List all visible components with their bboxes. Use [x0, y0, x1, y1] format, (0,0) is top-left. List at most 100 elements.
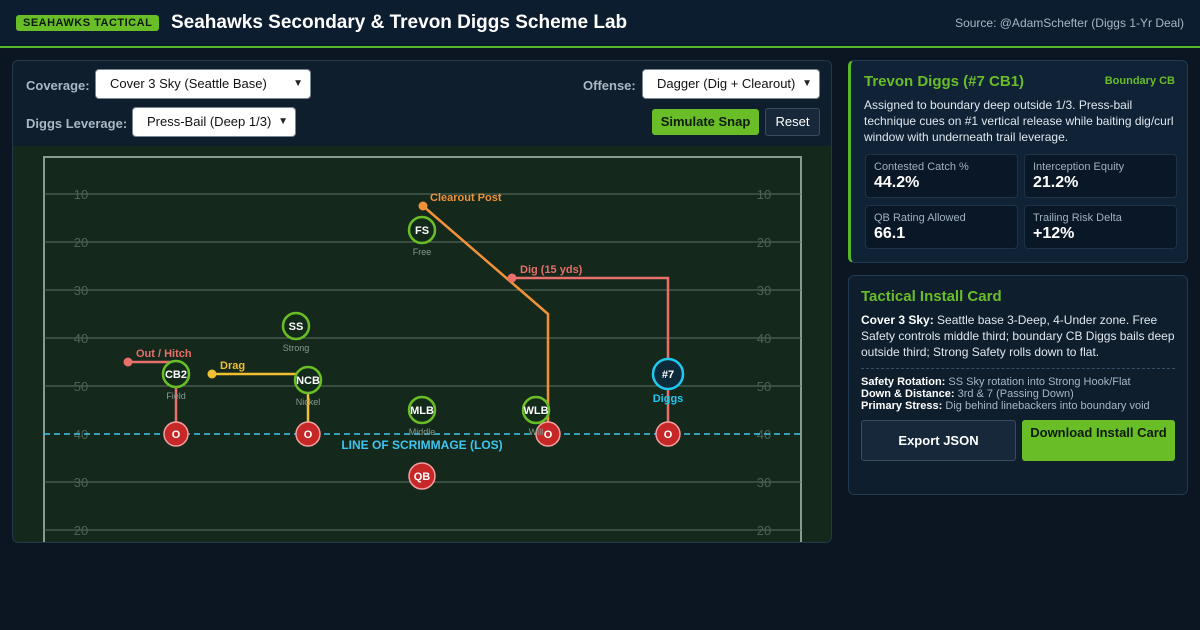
app-header: SEAHAWKS TACTICAL Seahawks Secondary & T…: [0, 0, 1200, 48]
los-label: LINE OF SCRIMMAGE (LOS): [341, 438, 502, 452]
stat-label: QB Rating Allowed: [874, 212, 966, 224]
coverage-select[interactable]: Cover 3 Sky (Seattle Base) ▼: [95, 69, 311, 99]
offense-label: Offense:: [583, 78, 636, 93]
svg-text:Will: Will: [529, 427, 544, 437]
defender-diggs[interactable]: #7 Diggs: [651, 357, 685, 405]
svg-text:O: O: [172, 429, 181, 441]
defender-wlb[interactable]: WLB Will: [521, 395, 551, 437]
stat-qb-rating: QB Rating Allowed 66.1: [865, 205, 1018, 249]
svg-text:SS: SS: [289, 321, 304, 333]
install-card-title: Tactical Install Card: [861, 288, 1002, 305]
yard-label-right: 10: [757, 187, 771, 202]
defender-mlb[interactable]: MLB Middle: [407, 395, 437, 437]
field-boundary: [43, 156, 802, 542]
divider: [861, 368, 1175, 369]
stat-label: Trailing Risk Delta: [1033, 212, 1122, 224]
stat-value: +12%: [1033, 225, 1075, 242]
kv-label: Safety Rotation:: [861, 376, 946, 388]
route-clearout-post: [422, 205, 550, 434]
defender-fs[interactable]: FS Free: [407, 215, 437, 257]
svg-text:Nickel: Nickel: [296, 397, 321, 407]
reset-button[interactable]: Reset: [765, 108, 820, 136]
chevron-down-icon: ▼: [802, 78, 812, 89]
route-endpoint: [207, 369, 217, 379]
yard-label-right: 20: [757, 523, 771, 538]
route-label-drag: Drag: [220, 360, 245, 372]
chevron-down-icon: ▼: [293, 78, 303, 89]
coverage-detail: Seattle base 3-Deep, 4-Under zone. Free …: [861, 313, 1175, 359]
stat-interception-equity: Interception Equity 21.2%: [1024, 154, 1177, 198]
offense-player[interactable]: O: [535, 421, 561, 447]
download-install-card-button[interactable]: Download Install Card: [1022, 420, 1175, 461]
svg-text:Free: Free: [413, 247, 432, 257]
svg-text:CB2: CB2: [165, 369, 187, 381]
svg-text:WLB: WLB: [523, 405, 548, 417]
svg-text:QB: QB: [414, 471, 431, 483]
offense-player[interactable]: O: [163, 421, 189, 447]
defender-ncb[interactable]: NCB Nickel: [293, 365, 323, 407]
offense-player[interactable]: O: [295, 421, 321, 447]
svg-text:O: O: [304, 429, 313, 441]
football-field: 10 20 30 40 50 40 30 20 10 20 30 40 50 4…: [13, 146, 831, 542]
route-endpoint: [123, 357, 133, 367]
stat-label: Interception Equity: [1033, 161, 1125, 173]
svg-text:Strong: Strong: [283, 343, 310, 353]
coverage-description: Cover 3 Sky: Seattle base 3-Deep, 4-Unde…: [861, 312, 1177, 360]
coverage-select-value: Cover 3 Sky (Seattle Base): [110, 76, 267, 91]
yard-label-left: 40: [74, 331, 88, 346]
yard-label-right: 30: [757, 475, 771, 490]
coverage-name: Cover 3 Sky:: [861, 313, 934, 327]
coverage-label: Coverage:: [26, 78, 90, 93]
svg-text:#7: #7: [662, 369, 674, 381]
yard-label-left: 10: [74, 187, 88, 202]
svg-text:MLB: MLB: [410, 405, 434, 417]
stat-value: 66.1: [874, 225, 906, 242]
offense-select-value: Dagger (Dig + Clearout): [657, 76, 796, 91]
route-endpoint: [418, 201, 428, 211]
svg-text:O: O: [664, 429, 673, 441]
player-assignment: Assigned to boundary deep outside 1/3. P…: [864, 98, 1174, 144]
svg-text:NCB: NCB: [296, 375, 320, 387]
quarterback[interactable]: QB: [408, 462, 436, 490]
simulate-snap-button[interactable]: Simulate Snap: [652, 109, 759, 135]
yard-label-left: 30: [74, 283, 88, 298]
primary-stress: Primary Stress: Dig behind linebackers i…: [861, 400, 1150, 412]
kv-value: SS Sky rotation into Strong Hook/Flat: [948, 376, 1131, 388]
defender-ss[interactable]: SS Strong: [281, 311, 311, 353]
kv-label: Down & Distance:: [861, 388, 955, 400]
brand-badge: SEAHAWKS TACTICAL: [16, 15, 160, 31]
down-distance: Down & Distance: 3rd & 7 (Passing Down): [861, 388, 1074, 400]
source-credit: Source: @AdamSchefter (Diggs 1-Yr Deal): [955, 16, 1184, 30]
yard-label-right: 50: [757, 379, 771, 394]
kv-label: Primary Stress:: [861, 400, 943, 412]
stat-contested-catch: Contested Catch % 44.2%: [865, 154, 1018, 198]
stat-label: Contested Catch %: [874, 161, 969, 173]
defender-cb2[interactable]: CB2 Field: [161, 359, 191, 401]
svg-text:Middle: Middle: [409, 427, 436, 437]
scheme-panel: Coverage: Cover 3 Sky (Seattle Base) ▼ O…: [12, 60, 832, 543]
leverage-label: Diggs Leverage:: [26, 116, 128, 131]
route-endpoint: [507, 273, 517, 283]
offense-select[interactable]: Dagger (Dig + Clearout) ▼: [642, 69, 820, 99]
page-title: Seahawks Secondary & Trevon Diggs Scheme…: [171, 12, 628, 33]
yard-label-left: 30: [74, 475, 88, 490]
chevron-down-icon: ▼: [278, 116, 288, 127]
svg-text:Diggs: Diggs: [653, 393, 684, 405]
route-label-dig: Dig (15 yds): [520, 264, 583, 276]
player-card: Trevon Diggs (#7 CB1) Boundary CB Assign…: [848, 60, 1188, 263]
yard-label-left: 20: [74, 523, 88, 538]
route-drag: [212, 372, 310, 434]
leverage-select[interactable]: Press-Bail (Deep 1/3) ▼: [132, 107, 296, 137]
offense-player[interactable]: O: [655, 421, 681, 447]
stat-value: 44.2%: [874, 174, 920, 191]
stat-trailing-risk: Trailing Risk Delta +12%: [1024, 205, 1177, 249]
svg-text:FS: FS: [415, 225, 429, 237]
svg-text:O: O: [544, 429, 553, 441]
export-json-button[interactable]: Export JSON: [861, 420, 1016, 461]
svg-text:Field: Field: [166, 391, 186, 401]
position-tag: Boundary CB: [1104, 75, 1175, 87]
route-label-out: Out / Hitch: [136, 348, 192, 360]
safety-rotation: Safety Rotation: SS Sky rotation into St…: [861, 376, 1131, 388]
kv-value: 3rd & 7 (Passing Down): [957, 388, 1074, 400]
player-card-title: Trevon Diggs (#7 CB1): [864, 73, 1025, 90]
